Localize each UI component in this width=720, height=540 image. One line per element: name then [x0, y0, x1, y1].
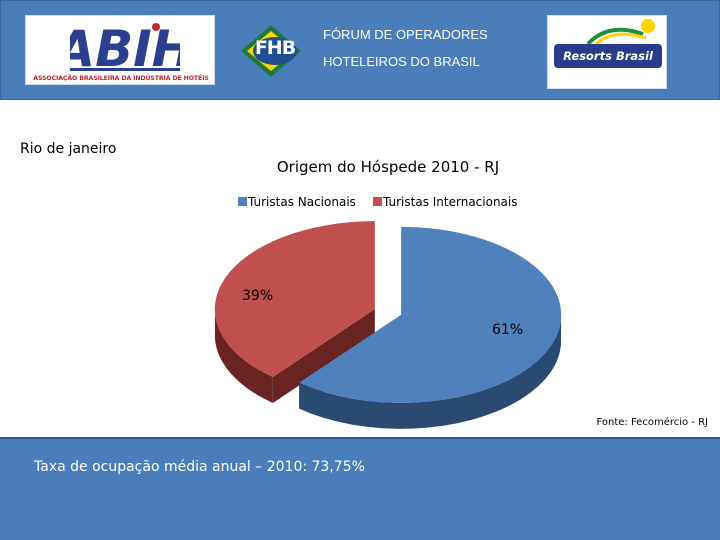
sun-wave-icon — [586, 19, 655, 46]
forum-title-line1: FÓRUM DE OPERADORES — [323, 27, 488, 42]
data-label-internacionais: 39% — [242, 288, 273, 304]
forum-title-line2: HOTELEIROS DO BRASIL — [323, 54, 480, 69]
fhb-logo-text: FHB — [254, 37, 296, 59]
fhb-logo: FHB — [239, 23, 303, 79]
chart-title: Origem do Hóspede 2010 - RJ — [277, 158, 499, 176]
resorts-brasil-logo: Resorts Brasil — [547, 15, 667, 89]
abih-logo: ABIH ASSOCIAÇÃO BRASILEIRA DA INDÚSTRIA … — [25, 15, 215, 85]
pie-slice-side-internacionais — [214, 305, 273, 403]
legend-label-internacionais: Turistas Internacionais — [382, 195, 518, 209]
resorts-brasil-pill: Resorts Brasil — [554, 44, 662, 68]
pie-slice-internacionais — [214, 221, 375, 377]
pie-chart: Origem do Hóspede 2010 - RJ Turistas Nac… — [214, 158, 562, 429]
legend-swatch-internacionais — [373, 197, 382, 206]
resorts-brasil-text: Resorts Brasil — [563, 49, 653, 63]
abih-caption: ASSOCIAÇÃO BRASILEIRA DA INDÚSTRIA DE HO… — [33, 75, 209, 82]
svg-text:ABIH: ABIH — [70, 20, 180, 74]
abih-mark-icon: ABIH — [70, 20, 180, 74]
header-banner: ABIH ASSOCIAÇÃO BRASILEIRA DA INDÚSTRIA … — [0, 0, 720, 100]
pie-slice-nacionais — [299, 226, 562, 403]
pie-slice-wall-internacionais-0 — [272, 309, 375, 403]
legend-label-nacionais: Turistas Nacionais — [247, 195, 356, 209]
data-label-nacionais: 61% — [492, 322, 523, 338]
pie-slice-side-nacionais — [299, 311, 562, 429]
chart-legend: Turistas Nacionais Turistas Internaciona… — [238, 195, 518, 209]
footer-banner: Taxa de ocupação média anual – 2010: 73,… — [0, 437, 720, 540]
fhb-emblem-icon — [241, 25, 301, 77]
region-title: Rio de janeiro — [20, 141, 117, 157]
legend-swatch-nacionais — [238, 197, 247, 206]
occupancy-rate-text: Taxa de ocupação média anual – 2010: 73,… — [34, 459, 365, 475]
source-label: Fonte: Fecomércio - RJ — [596, 417, 709, 428]
